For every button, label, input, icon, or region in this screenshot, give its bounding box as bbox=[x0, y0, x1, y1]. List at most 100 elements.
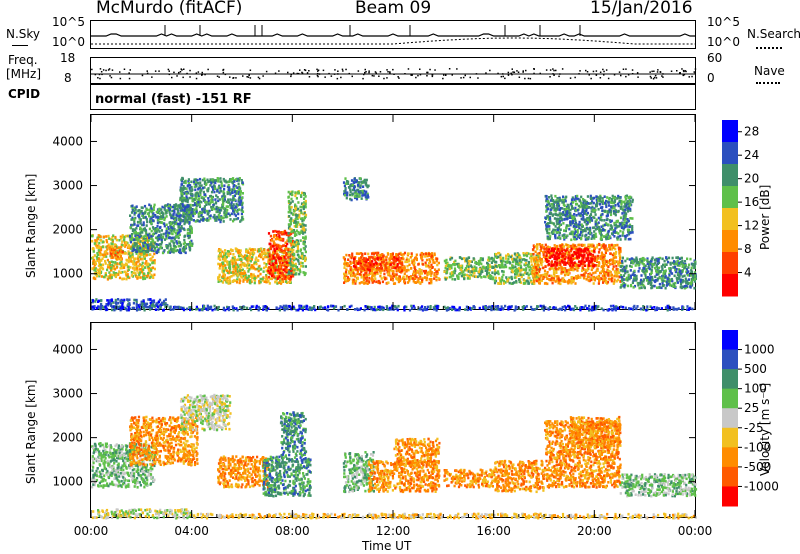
power-cell bbox=[91, 267, 94, 271]
power-cell bbox=[342, 256, 345, 259]
cpid-text: normal (fast) -151 RF bbox=[95, 92, 252, 107]
power-cell bbox=[346, 193, 349, 197]
power-cell bbox=[582, 276, 586, 280]
power-cell bbox=[142, 275, 145, 279]
power-cell bbox=[597, 251, 601, 254]
power-cell bbox=[183, 209, 186, 213]
power-cell bbox=[117, 253, 120, 257]
power-cell bbox=[382, 257, 385, 261]
power-cell bbox=[587, 279, 590, 282]
power-cell bbox=[269, 258, 272, 261]
power-cell bbox=[120, 245, 123, 249]
power-cell bbox=[141, 214, 144, 217]
power-cell bbox=[182, 199, 185, 202]
power-cell bbox=[139, 252, 142, 255]
power-cell bbox=[183, 241, 186, 245]
power-cell bbox=[259, 277, 262, 281]
power-cell bbox=[285, 266, 288, 269]
power-cell bbox=[287, 195, 290, 199]
power-cell bbox=[145, 253, 148, 257]
power-cell bbox=[182, 204, 185, 208]
power-cell bbox=[95, 246, 98, 249]
power-cell bbox=[414, 272, 417, 275]
power-cell bbox=[482, 275, 486, 278]
power-cell bbox=[253, 251, 256, 255]
power-cell bbox=[142, 302, 145, 306]
power-cell bbox=[525, 259, 528, 262]
power-cell bbox=[118, 250, 121, 253]
power-cell bbox=[226, 276, 229, 280]
power-cell bbox=[198, 205, 202, 209]
power-cell bbox=[141, 212, 144, 215]
power-cell bbox=[155, 250, 158, 254]
power-cell bbox=[125, 271, 128, 275]
power-cell bbox=[508, 260, 511, 264]
power-cell bbox=[268, 262, 271, 266]
power-cell bbox=[163, 238, 167, 241]
power-cell bbox=[109, 276, 112, 280]
power-cell bbox=[203, 180, 207, 184]
power-cell bbox=[110, 256, 113, 260]
power-cell bbox=[300, 211, 303, 215]
nsky-tick-low: 10^0 bbox=[52, 35, 85, 49]
power-cell bbox=[238, 196, 241, 199]
power-cell bbox=[540, 263, 543, 267]
power-cell bbox=[157, 300, 160, 303]
power-cell bbox=[589, 244, 592, 247]
power-cell bbox=[171, 205, 175, 209]
power-cell bbox=[119, 255, 122, 258]
power-cell bbox=[141, 231, 144, 234]
power-cell bbox=[93, 266, 96, 269]
power-cell bbox=[178, 241, 182, 244]
power-cell bbox=[532, 270, 535, 274]
power-cell bbox=[112, 261, 115, 264]
power-cell bbox=[515, 279, 518, 283]
nsearch-tick-low: 10^0 bbox=[707, 35, 740, 49]
power-cell bbox=[279, 257, 282, 260]
power-cell bbox=[137, 247, 140, 251]
power-cell bbox=[212, 188, 215, 191]
power-cell bbox=[541, 260, 544, 264]
power-cell bbox=[125, 234, 128, 238]
power-cell bbox=[118, 257, 121, 261]
power-cell bbox=[288, 239, 291, 242]
power-cell bbox=[127, 244, 130, 247]
power-cell bbox=[472, 257, 475, 260]
power-cell bbox=[140, 234, 143, 238]
power-cell bbox=[162, 232, 165, 236]
power-cell bbox=[156, 225, 159, 228]
power-cell bbox=[292, 245, 295, 249]
power-cell bbox=[152, 242, 155, 246]
power-cell bbox=[147, 239, 150, 242]
power-cell bbox=[365, 279, 368, 282]
power-cell bbox=[168, 249, 171, 253]
power-cell bbox=[165, 237, 168, 240]
power-cell bbox=[184, 251, 187, 255]
power-cell bbox=[100, 259, 103, 262]
power-cell bbox=[145, 260, 148, 263]
power-cell bbox=[96, 257, 99, 260]
power-cell bbox=[294, 206, 297, 210]
power-cell bbox=[142, 268, 145, 271]
power-cell bbox=[140, 239, 143, 243]
power-cell bbox=[193, 212, 196, 215]
power-cell bbox=[368, 269, 371, 272]
power-cell bbox=[202, 190, 205, 194]
power-cell bbox=[602, 281, 605, 284]
power-cell bbox=[380, 277, 383, 280]
power-cell bbox=[406, 281, 410, 284]
power-cell bbox=[581, 267, 584, 270]
power-cell bbox=[528, 268, 531, 272]
power-cell bbox=[136, 257, 140, 260]
power-cell bbox=[406, 264, 409, 268]
power-cell bbox=[149, 220, 152, 223]
power-cell bbox=[219, 177, 222, 180]
power-cell bbox=[101, 266, 104, 270]
power-cell bbox=[272, 245, 275, 248]
power-cell bbox=[302, 232, 305, 235]
power-cell bbox=[363, 181, 366, 184]
power-cell bbox=[246, 256, 249, 260]
power-cell bbox=[159, 236, 162, 239]
power-cell bbox=[457, 265, 460, 268]
power-cell bbox=[281, 277, 284, 281]
